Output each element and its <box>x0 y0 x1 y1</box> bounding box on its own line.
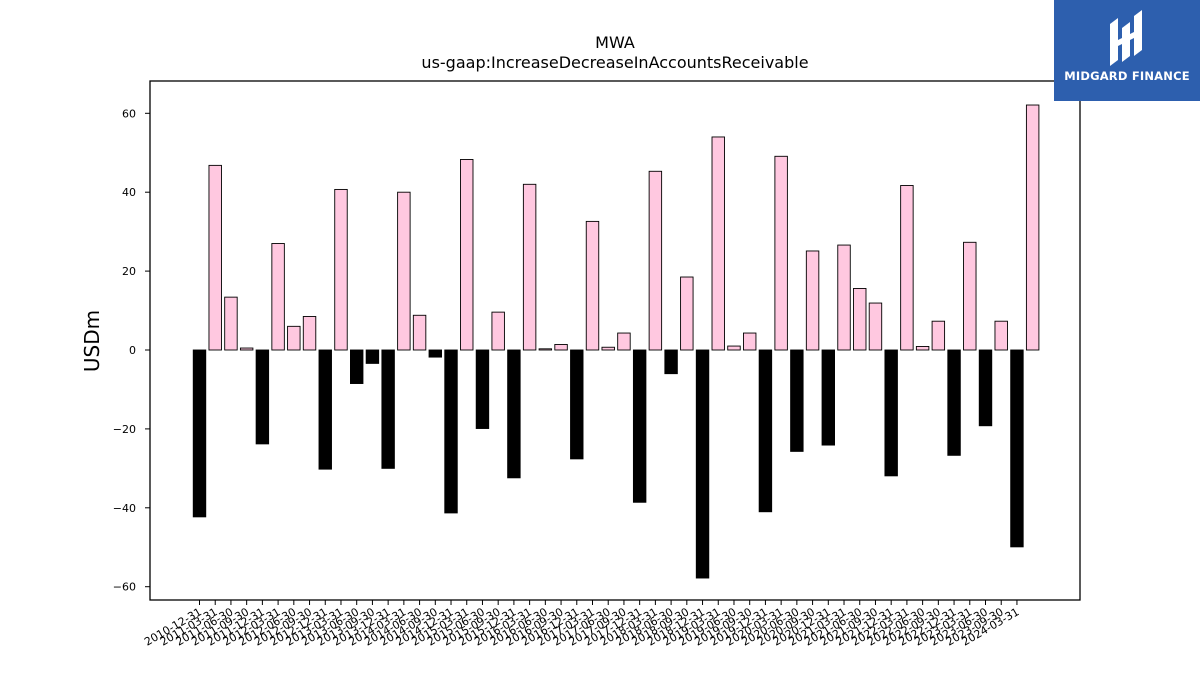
bar-2018-03-31 <box>648 170 663 351</box>
bar-2020-06-30 <box>790 349 804 452</box>
bar-2015-12-31 <box>507 349 521 479</box>
bar-2017-09-30 <box>617 332 631 351</box>
bar-2022-03-31 <box>900 185 914 351</box>
bar-2023-06-30 <box>978 349 993 427</box>
bar-2014-12-31 <box>444 349 458 514</box>
y-tick-label: −60 <box>113 581 136 594</box>
y-tick-label: −20 <box>113 423 136 436</box>
bar-2020-03-31 <box>774 155 788 351</box>
bar-2012-03-31 <box>271 243 285 351</box>
y-tick-label: 0 <box>129 344 136 357</box>
y-tick-label: 40 <box>122 186 136 199</box>
bar-2023-09-30 <box>994 320 1008 351</box>
bar-2017-06-30 <box>601 346 615 351</box>
bar-2016-12-31 <box>570 349 584 460</box>
bar-2016-09-30 <box>554 344 568 351</box>
bar-2019-03-31 <box>711 136 725 351</box>
midgard-logo-icon <box>1110 10 1142 66</box>
y-tick-label: 60 <box>122 107 136 120</box>
bar-2015-03-31 <box>460 159 474 351</box>
bar-2019-09-30 <box>743 332 757 351</box>
bar-2015-09-30 <box>491 311 505 351</box>
bar-2013-03-31 <box>334 188 348 351</box>
bar-2011-12-31 <box>255 349 270 445</box>
bar-2019-12-31 <box>758 349 773 513</box>
bar-2017-03-31 <box>585 220 600 351</box>
bar-2022-06-30 <box>915 346 930 351</box>
chart-subtitle: us-gaap:IncreaseDecreaseInAccountsReceiv… <box>421 53 808 72</box>
bar-2022-12-31 <box>947 349 961 456</box>
bar-2019-06-30 <box>727 345 741 351</box>
bar-2018-06-30 <box>664 349 678 375</box>
bar-2014-09-30 <box>428 349 442 358</box>
bar-2017-12-31 <box>632 349 647 503</box>
bar-2018-12-31 <box>695 349 710 579</box>
midgard-finance-logo: MIDGARD FINANCE <box>1054 0 1200 101</box>
bar-2011-06-30 <box>224 296 238 351</box>
bar-2015-06-30 <box>475 349 490 429</box>
y-tick-label: 20 <box>122 265 136 278</box>
plot-frame <box>149 80 1081 601</box>
x-axis: 2010-12-312011-03-312011-06-302011-09-30… <box>142 600 1021 649</box>
bar-2024-03-31 <box>1010 349 1024 548</box>
bar-2011-03-31 <box>208 164 222 351</box>
bar-2013-09-30 <box>365 349 380 364</box>
bar-2013-12-31 <box>381 349 395 469</box>
bar-2021-06-30 <box>853 288 867 351</box>
bar-2013-06-30 <box>350 349 364 384</box>
bar-2022-09-30 <box>931 320 946 351</box>
logo-text: MIDGARD FINANCE <box>1064 69 1190 83</box>
bar-undefined <box>1025 104 1040 351</box>
bar-2016-06-30 <box>538 348 553 351</box>
bars-group <box>192 104 1040 579</box>
bar-2023-03-31 <box>963 241 977 351</box>
bar-2021-03-31 <box>837 244 851 351</box>
y-axis: −60 −40 −20 0 20 40 60 <box>113 107 150 594</box>
y-tick-label: −40 <box>113 502 136 515</box>
bar-2014-03-31 <box>397 191 411 351</box>
bar-2021-09-30 <box>868 302 883 351</box>
bar-2021-12-31 <box>884 349 898 477</box>
bar-2020-12-31 <box>821 349 835 446</box>
bar-2014-06-30 <box>412 314 427 351</box>
y-axis-label: USDm <box>80 310 104 372</box>
bar-2010-12-31 <box>192 349 207 518</box>
bar-2016-03-31 <box>522 183 537 351</box>
bar-2012-06-30 <box>287 325 301 351</box>
bar-2012-09-30 <box>302 316 317 351</box>
bar-2012-12-31 <box>318 349 332 470</box>
chart-title: MWA <box>595 33 635 52</box>
bar-2020-09-30 <box>805 250 820 351</box>
bar-2018-09-30 <box>680 276 694 351</box>
bar-2011-09-30 <box>239 347 254 351</box>
